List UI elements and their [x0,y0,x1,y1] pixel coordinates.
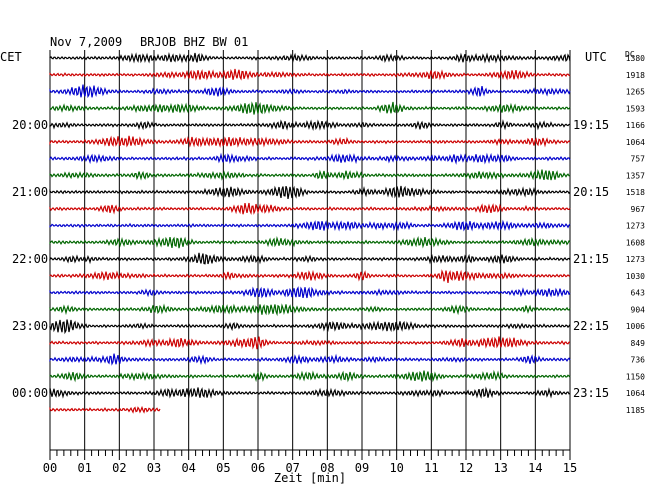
trace-line [49,319,571,335]
trace-line [49,405,161,414]
seismic-traces [49,52,571,414]
x-tick-label: 09 [355,461,369,475]
x-tick-label: 05 [216,461,230,475]
dc-offset-label: 1273 [626,255,645,264]
x-tick-label: 10 [389,461,403,475]
trace-line [49,235,571,249]
x-tick-label: 15 [563,461,577,475]
dc-offset-label: 1006 [626,322,645,331]
trace-line [49,386,571,399]
right-hour-label: 20:15 [573,185,609,199]
trace-line [49,185,571,200]
trace-line [49,303,571,317]
x-tick-label: 00 [43,461,57,475]
dc-offset-label: 1166 [626,121,645,130]
dc-offset-label: 1064 [626,389,645,398]
x-axis-label: Zeit [min] [274,471,346,485]
left-hour-label: 23:00 [12,319,48,333]
right-timezone-label: UTC [585,50,607,64]
dc-offset-label: 849 [631,339,646,348]
dc-offset-label: 1064 [626,138,645,147]
station-label: BRJOB BHZ BW 01 [140,35,248,49]
plot-frame [49,50,571,460]
dc-offset-label: 1380 [626,54,645,63]
x-tick-label: 13 [493,461,507,475]
dc-offset-label: 1265 [626,88,645,97]
trace-line [49,119,571,131]
trace-line [49,52,571,64]
trace-line [49,101,571,115]
x-tick-label: 12 [459,461,473,475]
left-hour-label: 20:00 [12,118,48,132]
x-tick-label: 11 [424,461,438,475]
axis-labels: 00 01 02 03 04 05 06 07 08 09 10 11 12 13 14 15 1380 1918… [12,54,645,475]
right-hour-label: 22:15 [573,319,609,333]
trace-line [49,336,571,350]
date-label: Nov 7,2009 [50,35,122,49]
x-tick-label: 02 [112,461,126,475]
dc-offset-label: 904 [631,305,646,314]
trace-line [49,135,571,148]
left-hour-label: 21:00 [12,185,48,199]
trace-line [49,152,571,165]
dc-offset-label: 1150 [626,372,645,381]
left-timezone-label: CET [0,50,22,64]
trace-line [49,286,571,299]
trace-line [49,252,571,265]
trace-line [49,353,571,366]
left-hour-label: 22:00 [12,252,48,266]
dc-offset-label: 1185 [626,406,645,415]
trace-line [49,202,571,215]
left-hour-label: 00:00 [12,386,48,400]
x-tick-label: 07 [285,461,299,475]
dc-offset-label: 736 [631,356,646,365]
dc-offset-label: 1030 [626,272,645,281]
trace-line [49,168,571,181]
dc-offset-label: 967 [631,205,646,214]
right-hour-label: 23:15 [573,386,609,400]
dc-header-label: DC [625,50,635,59]
x-tick-label: 08 [320,461,334,475]
dc-offset-label: 1273 [626,222,645,231]
dc-offset-label: 1918 [626,71,645,80]
right-hour-label: 21:15 [573,252,609,266]
dc-offset-label: 1593 [626,104,645,113]
trace-line [49,219,571,232]
trace-line [49,84,571,99]
trace-line [49,369,571,383]
right-hour-label: 19:15 [573,118,609,132]
x-tick-label: 01 [77,461,91,475]
dc-offset-label: 643 [631,289,646,298]
trace-line [49,68,571,81]
x-tick-label: 03 [147,461,161,475]
dc-offset-label: 1518 [626,188,645,197]
dc-offset-label: 1357 [626,171,645,180]
x-tick-label: 14 [528,461,542,475]
x-tick-label: 06 [251,461,265,475]
trace-line [49,269,571,284]
x-tick-label: 04 [181,461,195,475]
dc-offset-label: 1608 [626,238,645,247]
dc-offset-label: 757 [631,155,646,164]
